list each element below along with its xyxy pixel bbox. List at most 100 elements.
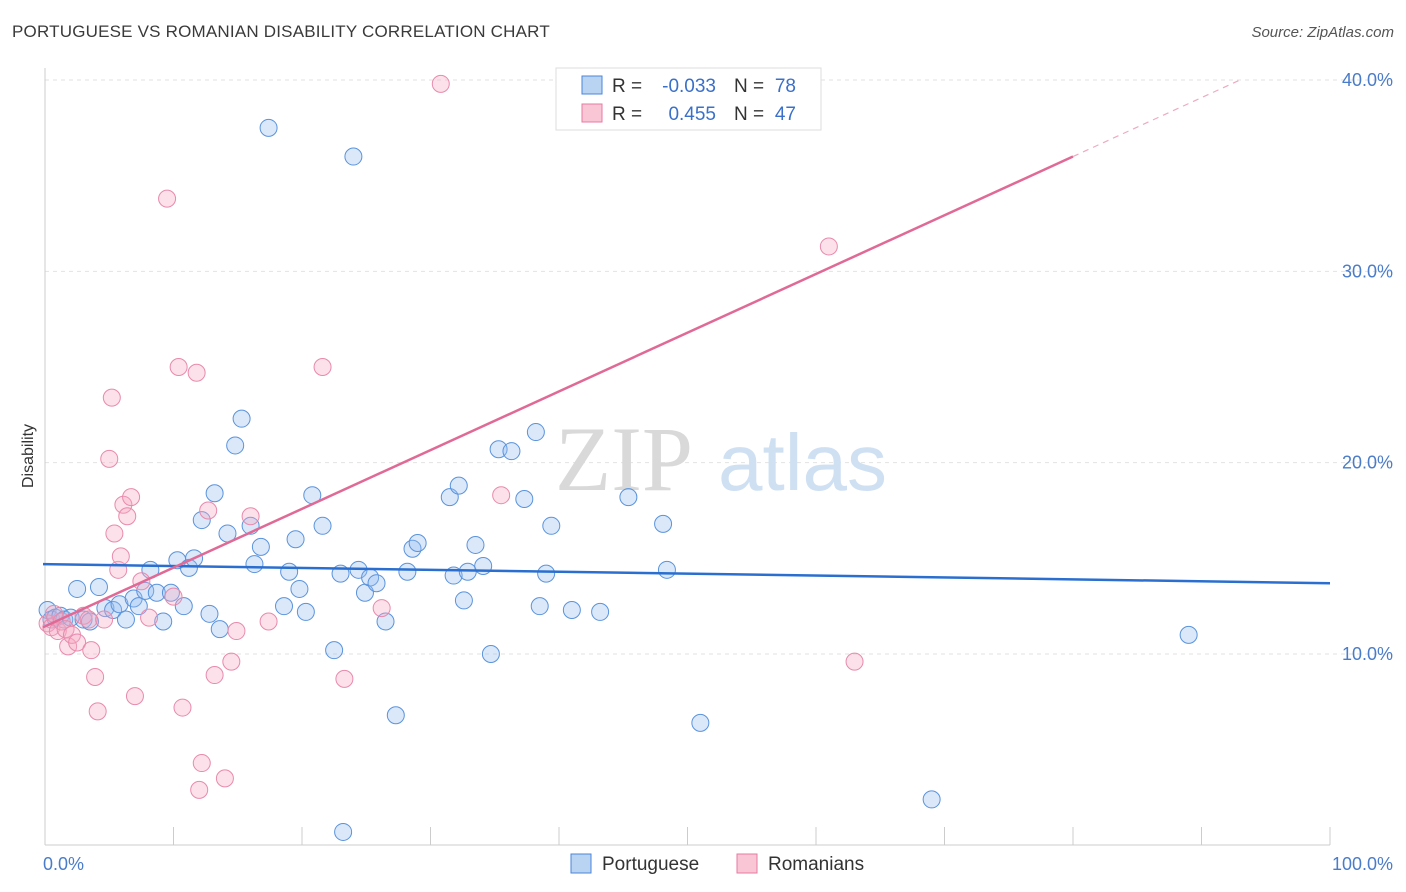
point-portuguese	[408, 534, 427, 553]
point-romanian	[102, 388, 121, 407]
point-portuguese	[454, 591, 473, 610]
point-portuguese	[515, 490, 534, 509]
watermark: ZIP atlas	[555, 408, 887, 510]
point-portuguese	[296, 602, 315, 621]
grid-lines	[45, 79, 1392, 655]
point-romanian	[173, 698, 192, 717]
point-portuguese	[530, 597, 549, 616]
point-portuguese	[344, 147, 363, 166]
point-portuguese	[657, 560, 676, 579]
point-portuguese	[403, 539, 422, 558]
y-tick-label: 10.0%	[1342, 644, 1393, 664]
y-axis-title: Disability	[20, 424, 37, 488]
x-tick-label-max: 100.0%	[1332, 854, 1393, 874]
point-romanian	[59, 637, 78, 656]
source-label: Source: ZipAtlas.com	[1251, 24, 1394, 41]
point-portuguese	[1179, 625, 1198, 644]
bottom-legend-swatch-romanians	[736, 853, 758, 874]
point-romanian	[88, 702, 107, 721]
point-portuguese	[129, 597, 148, 616]
point-romanian	[82, 641, 101, 660]
point-portuguese	[286, 530, 305, 549]
bottom-legend-label-portuguese: Portuguese	[602, 854, 699, 875]
y-tick-label: 20.0%	[1342, 453, 1393, 473]
axes	[44, 68, 1331, 846]
y-tick-label: 30.0%	[1342, 261, 1393, 281]
bottom-legend-swatch-portuguese	[570, 853, 592, 874]
point-romanian	[372, 599, 391, 618]
point-romanian	[819, 237, 838, 256]
point-portuguese	[154, 612, 173, 631]
point-portuguese	[147, 583, 166, 602]
legend-r-label-portuguese: R =	[612, 76, 642, 97]
point-portuguese	[334, 822, 353, 841]
point-romanian	[205, 666, 224, 685]
point-portuguese	[136, 581, 155, 600]
trend-lines	[42, 79, 1331, 629]
point-portuguese	[449, 476, 468, 495]
point-portuguese	[654, 514, 673, 533]
point-romanian	[158, 189, 177, 208]
point-portuguese	[325, 641, 344, 660]
point-romanian	[68, 633, 87, 652]
point-romanian	[431, 74, 450, 93]
point-romanian	[241, 507, 260, 526]
watermark-zip: ZIP	[555, 408, 693, 510]
point-portuguese	[192, 511, 211, 530]
point-portuguese	[74, 610, 93, 629]
point-romanian	[335, 669, 354, 688]
point-portuguese	[275, 597, 294, 616]
bottom-legend: Portuguese Romanians	[570, 853, 864, 875]
point-romanian	[227, 622, 246, 641]
point-romanian	[111, 547, 130, 566]
point-portuguese	[259, 118, 278, 137]
legend-n-value-romanians: 47	[775, 104, 796, 125]
point-portuguese	[481, 645, 500, 663]
point-romanian	[199, 501, 218, 520]
point-portuguese	[526, 423, 545, 442]
point-romanian	[190, 780, 209, 799]
point-romanian	[105, 524, 124, 543]
legend-n-label-romanians: N =	[734, 104, 764, 125]
point-portuguese	[251, 537, 270, 556]
point-portuguese	[691, 713, 710, 732]
point-romanian	[187, 363, 206, 382]
point-romanian	[492, 486, 511, 505]
point-romanian	[114, 495, 133, 514]
legend-r-label-romanians: R =	[612, 104, 642, 125]
y-tick-label: 40.0%	[1342, 70, 1393, 90]
point-romanian	[140, 608, 159, 627]
point-portuguese	[542, 516, 561, 535]
point-portuguese	[232, 409, 251, 428]
point-romanian	[259, 612, 278, 631]
point-romanian	[845, 652, 864, 671]
point-portuguese	[376, 612, 395, 631]
point-portuguese	[205, 484, 224, 503]
point-portuguese	[290, 579, 309, 598]
point-romanian	[313, 358, 332, 376]
point-portuguese	[466, 535, 485, 554]
chart-title: PORTUGUESE VS ROMANIAN DISABILITY CORREL…	[12, 22, 550, 41]
point-portuguese	[367, 574, 386, 593]
point-romanian	[122, 488, 141, 507]
point-romanian	[48, 622, 67, 641]
legend-swatch-romanians	[581, 103, 603, 123]
point-romanian	[86, 667, 105, 686]
point-romanian	[118, 507, 137, 526]
point-portuguese	[210, 620, 229, 639]
point-romanian	[125, 687, 144, 706]
point-romanian	[169, 358, 188, 376]
point-portuguese	[386, 706, 405, 725]
point-romanian	[95, 610, 114, 629]
legend-r-value-portuguese: -0.033	[662, 76, 716, 97]
x-tick-label-min: 0.0%	[43, 854, 84, 874]
legend-n-label-portuguese: N =	[734, 76, 764, 97]
y-tick-labels: 10.0% 20.0% 30.0% 40.0%	[1342, 70, 1393, 664]
point-portuguese	[502, 442, 521, 461]
point-portuguese	[591, 602, 610, 621]
point-portuguese	[313, 516, 332, 535]
watermark-atlas: atlas	[718, 418, 887, 507]
trend-line-portuguese	[42, 562, 1331, 585]
legend-n-value-portuguese: 78	[775, 76, 796, 97]
